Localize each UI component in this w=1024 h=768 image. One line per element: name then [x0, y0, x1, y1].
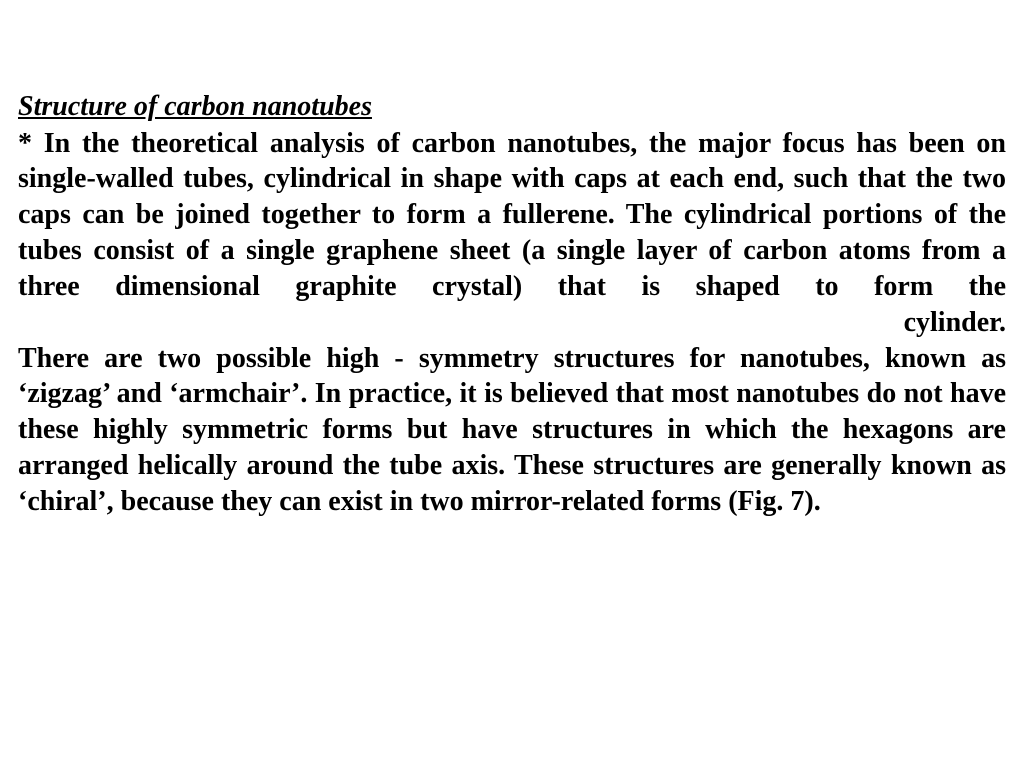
section-heading: Structure of carbon nanotubes — [18, 90, 1006, 124]
paragraph-2: There are two possible high - symmetry s… — [18, 341, 1006, 520]
paragraph-1-trailing: cylinder. — [18, 305, 1006, 341]
paragraph-1: * In the theoretical analysis of carbon … — [18, 126, 1006, 305]
